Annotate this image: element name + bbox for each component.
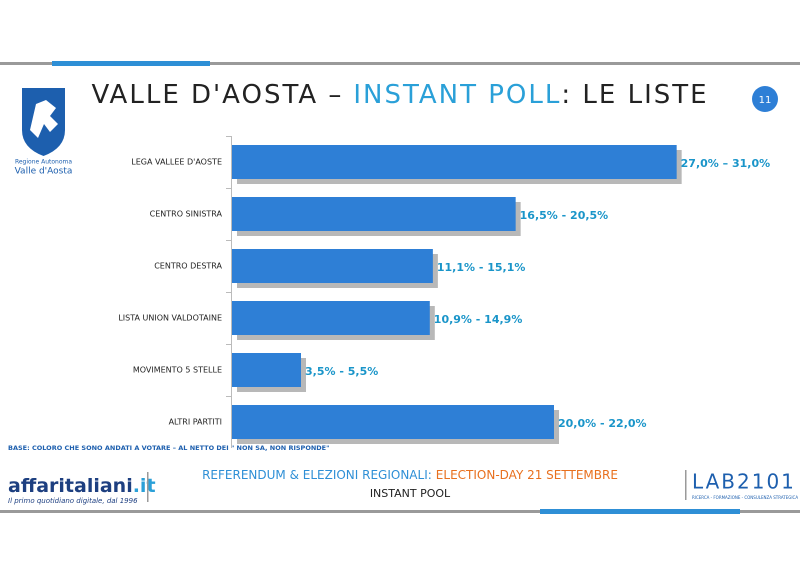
category-label: CENTRO SINISTRA [150,210,223,219]
page-number: 11 [759,95,772,106]
chart-title: VALLE D'AOSTA – INSTANT POLL: LE LISTE [91,80,708,110]
category-label: ALTRI PARTITI [169,418,222,427]
event-main: REFERENDUM & ELEZIONI REGIONALI: [202,468,432,482]
axis-tick [226,188,232,189]
bar [232,249,433,283]
bar [232,301,430,335]
logo-line2: Valle d'Aosta [15,167,73,177]
title-highlight: INSTANT POLL [353,80,561,110]
value-label: 27,0% – 31,0% [681,157,770,170]
title-end: : LE LISTE [561,80,708,110]
category-label: MOVIMENTO 5 STELLE [133,366,222,375]
lab-logo: LAB2101 [692,470,796,494]
lion [30,100,58,138]
lab-divider [685,470,687,500]
region-logo: Regione Autonoma Valle d'Aosta [15,88,73,177]
axis-tick [226,240,232,241]
axis-tick [226,344,232,345]
axis-line [231,136,232,448]
footer-divider [147,472,149,502]
event-highlight: ELECTION-DAY 21 SETTEMBRE [436,468,618,482]
category-label: LEGA VALLEE D'AOSTE [131,158,222,167]
bar [232,353,301,387]
axis-tick [226,396,232,397]
value-label: 3,5% - 5,5% [305,365,378,378]
page-badge [752,86,778,112]
bottom-rule [0,510,800,513]
bottom-accent [540,509,740,514]
title-main: VALLE D'AOSTA – [91,80,343,110]
brand-name: affaritaliani [8,475,133,497]
brand-tagline: Il primo quotidiano digitale, dal 1996 [8,497,138,505]
top-accent [52,61,210,66]
value-label: 11,1% - 15,1% [437,261,526,274]
axis-tick [226,136,232,137]
base-note: BASE: COLORO CHE SONO ANDATI A VOTARE – … [8,444,330,452]
category-label: CENTRO DESTRA [154,262,222,271]
category-label: LISTA UNION VALDOTAINE [118,314,222,323]
footer-event: REFERENDUM & ELEZIONI REGIONALI: ELECTION… [202,468,618,482]
value-label: 20,0% - 22,0% [558,417,647,430]
axis-tick [226,292,232,293]
bar [232,405,554,439]
bar [232,197,516,231]
top-rule [0,62,800,65]
value-label: 16,5% - 20,5% [520,209,609,222]
bar [232,145,677,179]
brand: affaritaliani.it [8,475,156,497]
footer-subtitle: INSTANT POOL [370,487,451,500]
brand-tld: .it [133,475,156,497]
lab-tagline: RICERCA - FORMAZIONE - CONSULENZA STRATE… [692,495,798,500]
value-label: 10,9% - 14,9% [434,313,523,326]
logo-line1: Regione Autonoma [15,159,72,166]
